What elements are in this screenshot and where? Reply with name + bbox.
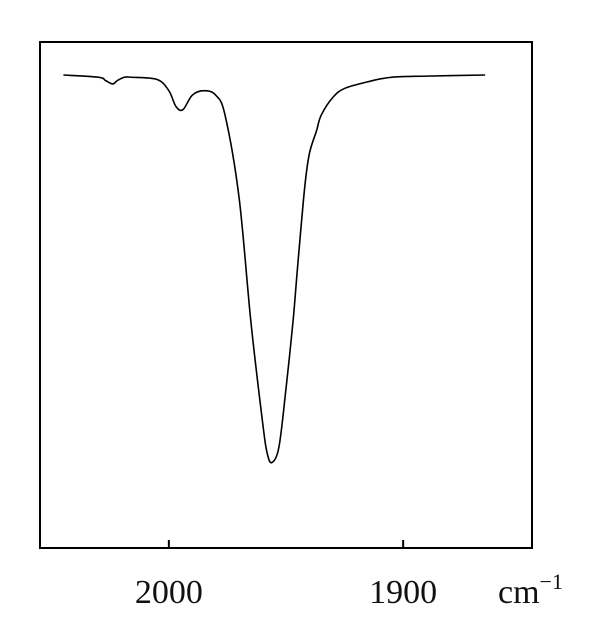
x-unit-label: cm−1 <box>498 569 563 611</box>
plot-frame <box>39 41 533 549</box>
x-tick-label-2000: 2000 <box>135 574 203 611</box>
x-tick-label-1900: 1900 <box>369 574 437 611</box>
x-unit-exponent: −1 <box>540 569 563 594</box>
x-tick-labels: 2000 1900 <box>135 574 437 611</box>
x-ticks <box>167 540 405 548</box>
x-unit-text: cm <box>498 574 540 611</box>
absorbance-line <box>63 74 486 464</box>
